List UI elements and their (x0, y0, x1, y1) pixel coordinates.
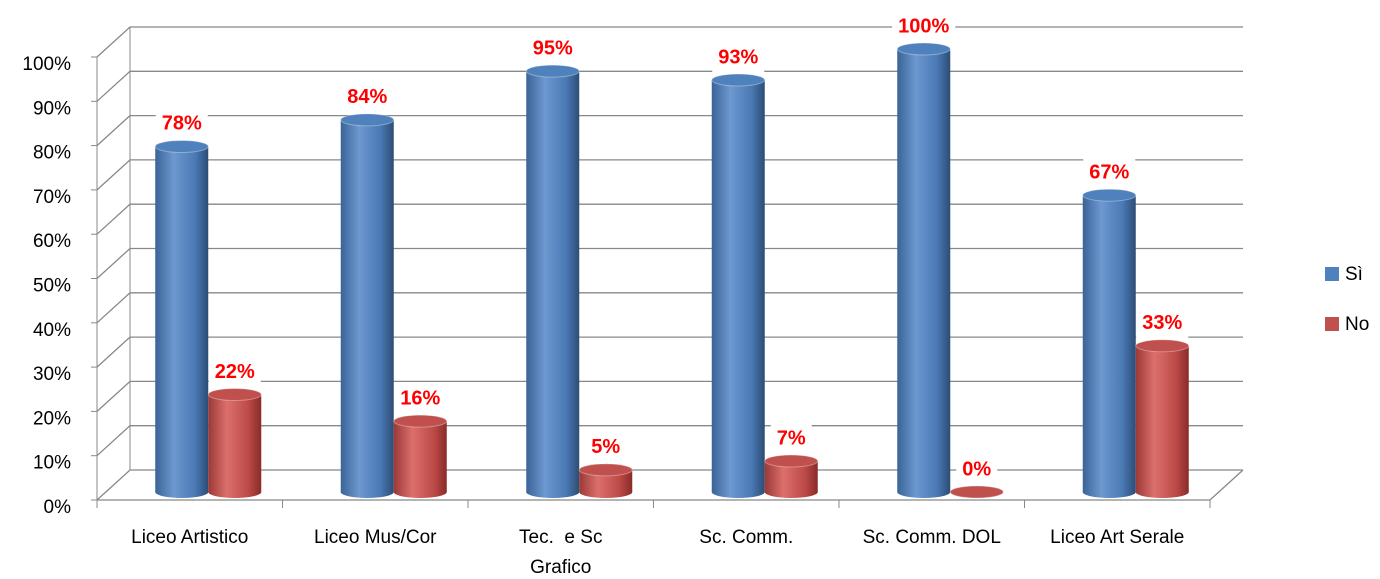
bar (578, 463, 633, 498)
value-label: 33% (1142, 312, 1182, 334)
legend-swatch (1325, 317, 1339, 331)
bar (525, 64, 580, 498)
bar-top (525, 64, 580, 78)
value-label-bg (1083, 158, 1136, 189)
bar (949, 485, 1004, 499)
y-tick-label: 50% (33, 276, 71, 297)
y-tick-label: 40% (33, 320, 71, 341)
bar-body (393, 421, 447, 492)
legend-label: No (1345, 314, 1369, 335)
bar-body (208, 394, 262, 492)
grid-line (96, 247, 1243, 279)
bar-body (155, 146, 209, 492)
grid-line (96, 114, 1243, 147)
y-tick-label: 70% (33, 187, 71, 208)
y-tick-label: 0% (44, 497, 72, 518)
y-tick-label: 90% (33, 98, 71, 119)
value-label: 7% (777, 427, 806, 449)
bar-top (949, 485, 1004, 499)
y-tick-label: 60% (33, 231, 71, 252)
bar-top (896, 42, 951, 56)
x-tick-label-line: Liceo Mus/Cor (314, 527, 437, 548)
value-label: 0% (962, 458, 991, 480)
bar-top (154, 139, 209, 153)
value-label-bg (341, 82, 394, 113)
value-label-bg (712, 43, 765, 74)
value-label-bg (585, 432, 627, 463)
value-label-bg (956, 455, 998, 485)
bar-top (764, 454, 819, 468)
x-tick-label: Liceo Artistico (131, 527, 248, 548)
value-label: 100% (898, 15, 949, 37)
bar-body (526, 71, 580, 493)
grid-line (96, 469, 1243, 501)
bar-top (340, 113, 395, 127)
bar-top (578, 463, 633, 477)
bar (1082, 188, 1137, 498)
value-label: 84% (347, 86, 387, 108)
x-tick-label-line: Sc. Comm. (699, 527, 793, 548)
x-tick-label: Sc. Comm. (699, 527, 793, 548)
value-label-bg (526, 34, 579, 65)
bar (207, 388, 262, 498)
bar-top (1082, 188, 1137, 202)
bar (340, 113, 395, 498)
y-tick-label: 100% (22, 54, 71, 75)
value-label-bg (892, 12, 956, 42)
grid-line (96, 159, 1243, 191)
x-tick-label-line: Liceo Art Serale (1050, 527, 1184, 548)
bar-body (579, 469, 633, 492)
floor-edge (97, 469, 1244, 501)
bar (154, 139, 209, 498)
value-label-bg (1136, 308, 1189, 339)
y-tick-label: 80% (33, 143, 71, 164)
x-tick-label: Liceo Mus/Cor (314, 527, 437, 548)
x-tick-label: Tec. e Sc Grafico (519, 527, 602, 578)
x-tick-label-line: Liceo Artistico (131, 527, 248, 548)
legend-label: Sì (1345, 264, 1363, 285)
value-label: 22% (215, 361, 255, 383)
x-tick-label-line: Tec. e Sc (519, 527, 602, 548)
bar-top (1135, 339, 1190, 353)
bar-top (207, 388, 262, 402)
bar (393, 414, 448, 498)
grid-line (96, 425, 1243, 457)
bar-top (393, 414, 448, 428)
bar-body (711, 80, 765, 492)
y-tick-label: 30% (33, 364, 71, 385)
value-label-bg (208, 357, 261, 388)
grid-line (96, 292, 1243, 324)
grid-line (96, 70, 1243, 102)
x-tick-label: Liceo Art Serale (1050, 527, 1184, 548)
grid-line (96, 203, 1243, 235)
bar (711, 73, 766, 498)
bar (764, 454, 819, 498)
value-label: 67% (1089, 161, 1129, 183)
value-label-bg (394, 384, 447, 415)
bar-body (1082, 195, 1136, 492)
value-label: 16% (400, 387, 440, 409)
grid-line (96, 26, 1243, 58)
bar (896, 42, 951, 498)
value-label-bg (155, 109, 208, 140)
bar (1135, 339, 1190, 498)
x-tick-label-line: Grafico (530, 557, 591, 578)
x-tick-label-line: Sc. Comm. DOL (863, 527, 1001, 548)
legend-swatch (1325, 267, 1339, 281)
value-label: 5% (591, 436, 620, 458)
bar-body (340, 119, 394, 492)
grid-line (96, 336, 1243, 368)
bar-body (897, 49, 951, 492)
value-label-bg (770, 423, 812, 454)
bar-top (711, 73, 766, 87)
y-tick-label: 10% (33, 453, 71, 474)
value-label: 95% (533, 37, 573, 59)
y-tick-label: 20% (33, 408, 71, 429)
value-label: 93% (718, 46, 758, 68)
bar-body (1135, 345, 1189, 492)
value-label: 78% (162, 113, 202, 135)
grid-line (96, 380, 1243, 412)
x-tick-label: Sc. Comm. DOL (863, 527, 1001, 548)
